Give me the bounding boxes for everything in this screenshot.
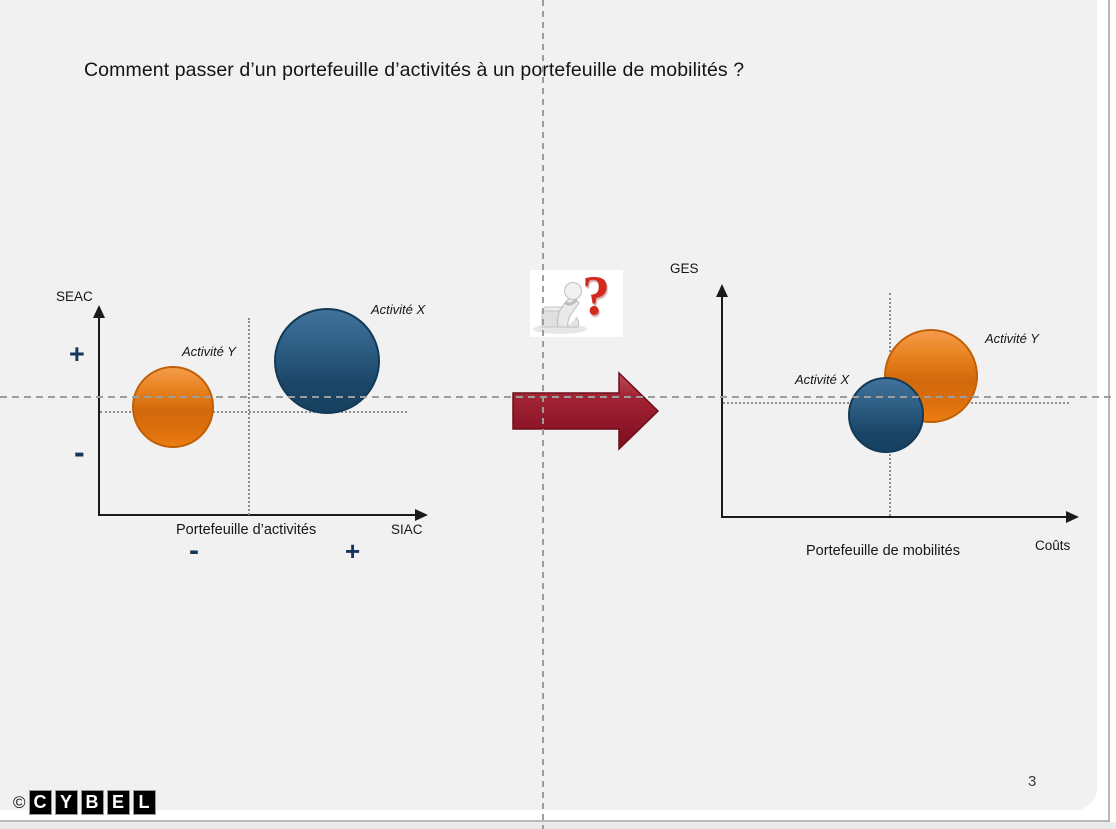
left-y-axis-line xyxy=(98,316,100,516)
left-x-axis-label: SIAC xyxy=(391,522,423,537)
logo-letter-b: B xyxy=(80,790,104,815)
logo-letter-y: Y xyxy=(54,790,78,815)
thinker-figure-icon xyxy=(533,282,587,334)
left-x-plus-sign: + xyxy=(345,536,361,566)
left-x-axis-title: Portefeuille d’activités xyxy=(176,522,317,538)
vertical-guide-line xyxy=(542,0,544,829)
left-x-axis-line xyxy=(98,514,418,516)
left-x-minus-sign: - xyxy=(189,534,199,567)
canvas-border-bottom xyxy=(0,820,1110,822)
left-y-plus-sign: + xyxy=(69,339,85,369)
area-below-canvas xyxy=(0,822,1116,829)
right-bubble-activite-x-label: Activité X xyxy=(795,372,850,387)
left-y-minus-sign: - xyxy=(74,434,85,470)
page-number: 3 xyxy=(1028,773,1037,790)
right-y-axis-line xyxy=(721,295,723,518)
right-x-axis-line xyxy=(721,516,1069,518)
left-bubble-activite-y-label: Activité Y xyxy=(182,344,236,359)
right-y-axis-arrowhead-icon xyxy=(716,284,728,297)
logo-letter-l: L xyxy=(132,790,156,815)
canvas-border-right xyxy=(1108,0,1110,822)
left-x-axis-arrowhead-icon xyxy=(415,509,428,521)
left-bubble-activite-x xyxy=(274,308,380,414)
horizontal-guide-line xyxy=(0,396,1116,398)
left-bubble-activite-x-label: Activité X xyxy=(371,302,426,317)
right-bubble-activite-y xyxy=(884,329,978,423)
cybel-logo: © C Y B E L xyxy=(13,790,159,815)
left-y-axis-arrowhead-icon xyxy=(93,305,105,318)
left-bubble-activite-y xyxy=(132,366,214,448)
slide-canvas: Comment passer d’un portefeuille d’activ… xyxy=(0,0,1097,815)
copyright-symbol: © xyxy=(13,792,26,812)
left-dotted-horizontal-line xyxy=(100,411,407,413)
left-y-axis-label: SEAC xyxy=(56,289,93,304)
logo-letter-c: C xyxy=(28,790,52,815)
transition-arrow xyxy=(512,371,660,451)
right-x-axis-arrowhead-icon xyxy=(1066,511,1079,523)
slide-title: Comment passer d’un portefeuille d’activ… xyxy=(84,59,745,81)
right-x-axis-label: Coûts xyxy=(1035,538,1071,553)
right-y-axis-label: GES xyxy=(670,261,699,276)
right-x-axis-title: Portefeuille de mobilités xyxy=(806,543,960,559)
right-bubble-activite-x xyxy=(848,377,924,453)
logo-letter-e: E xyxy=(106,790,130,815)
right-bubble-activite-y-label: Activité Y xyxy=(985,331,1039,346)
question-mark-icon: ? xyxy=(582,270,610,327)
thinking-figure-image: ? xyxy=(530,270,623,337)
left-dotted-vertical-line xyxy=(248,318,250,515)
